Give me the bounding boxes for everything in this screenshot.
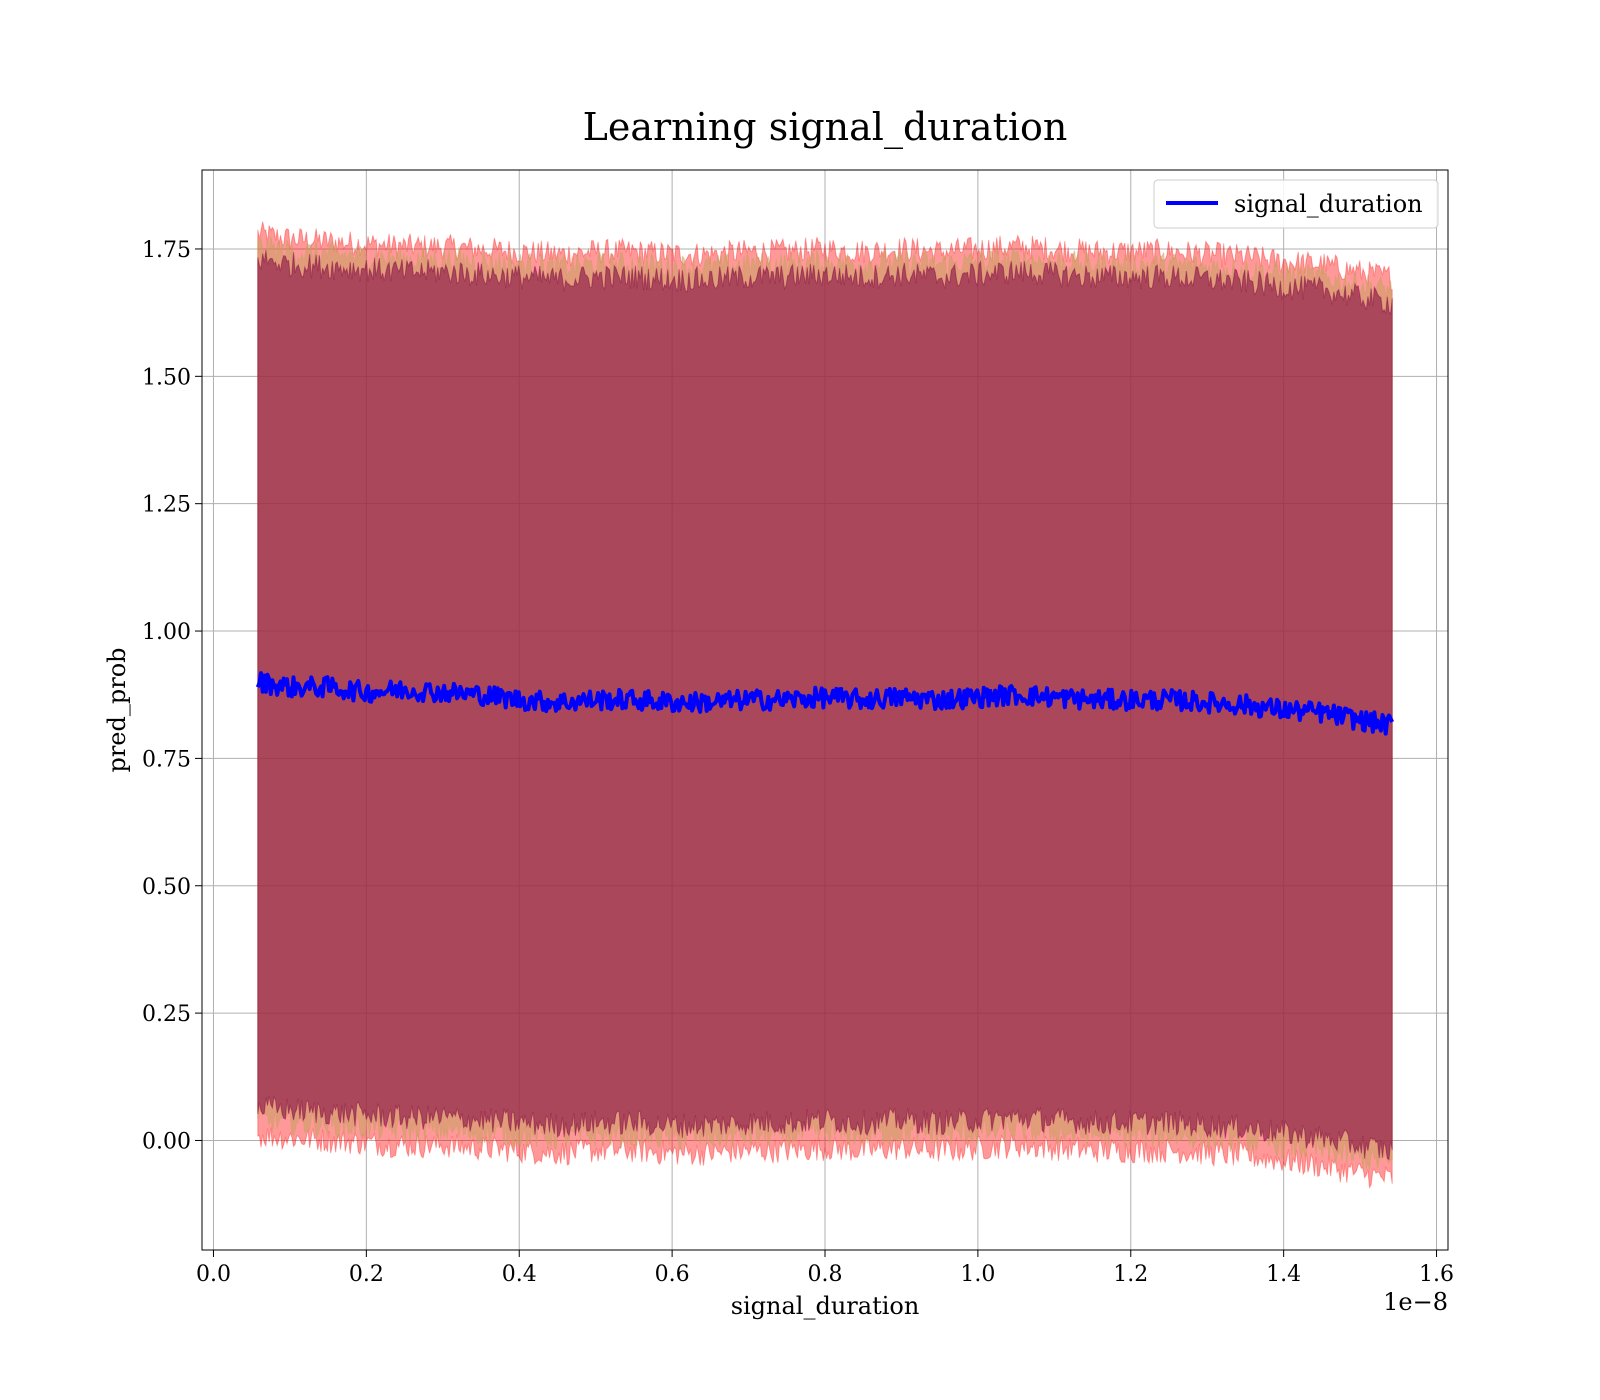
chart-title: Learning signal_duration xyxy=(583,105,1068,150)
x-tick-label: 1.0 xyxy=(960,1262,995,1287)
x-tick-label: 0.4 xyxy=(502,1262,537,1287)
y-tick-label: 0.00 xyxy=(142,1129,191,1154)
series-lines xyxy=(255,671,1394,736)
x-axis-offset-text: 1e−8 xyxy=(1383,1288,1448,1316)
y-tick-label: 1.50 xyxy=(142,365,191,390)
x-tick-label: 0.2 xyxy=(349,1262,384,1287)
x-tick-label: 1.2 xyxy=(1113,1262,1148,1287)
y-tick-label: 1.00 xyxy=(142,620,191,645)
legend-label: signal_duration xyxy=(1234,190,1423,218)
confidence-bands xyxy=(257,221,1393,1190)
legend: signal_duration xyxy=(1153,179,1439,229)
x-tick-label: 1.6 xyxy=(1419,1262,1454,1287)
ticks: 0.0 0.2 0.4 0.6 0.8 1.0 1.2 1.4 1.6 0.00 0.25 0.50 0… xyxy=(142,238,1454,1287)
x-tick-label: 0.0 xyxy=(196,1262,231,1287)
y-tick-label: 1.75 xyxy=(142,238,191,263)
y-tick-label: 0.50 xyxy=(142,875,191,900)
x-tick-label: 0.8 xyxy=(808,1262,843,1287)
series-line-0 xyxy=(255,671,1394,736)
y-tick-label: 0.25 xyxy=(142,1002,191,1027)
y-tick-label: 0.75 xyxy=(142,747,191,772)
y-tick-label: 1.25 xyxy=(142,493,191,518)
legend-box xyxy=(1153,179,1439,229)
x-axis-label: signal_duration xyxy=(731,1292,920,1320)
x-tick-label: 0.6 xyxy=(655,1262,690,1287)
x-tick-label: 1.4 xyxy=(1266,1262,1301,1287)
y-axis-label: pred_prob xyxy=(103,647,131,772)
